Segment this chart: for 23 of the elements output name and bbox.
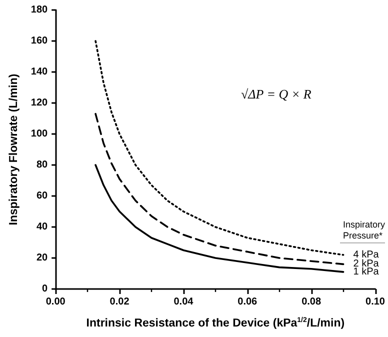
legend-title: Inspiratory Pressure*	[342, 219, 386, 240]
y-tick-label: 0	[42, 284, 48, 294]
y-tick-label: 20	[36, 252, 48, 264]
series-label: 4 kPa	[353, 249, 380, 260]
y-tick-label: 40	[36, 222, 48, 232]
y-tick-label: 80	[36, 160, 48, 170]
x-tick-label: 0.10	[366, 296, 386, 308]
y-tick-label: 60	[36, 190, 48, 202]
x-tick-label: 0.02	[110, 296, 130, 308]
x-tick-label: 0.00	[46, 296, 66, 308]
y-tick-label: 120	[30, 98, 48, 108]
y-tick-label: 100	[30, 128, 48, 140]
x-tick-label: 0.04	[174, 296, 194, 308]
x-tick-label: 0.08	[302, 296, 322, 308]
line-series	[94, 164, 344, 273]
line-series	[94, 40, 344, 256]
y-tick-label: 140	[30, 66, 48, 78]
y-axis-title: Inspiratory Flowrate (L/min)	[8, 74, 20, 226]
y-tick-label: 180	[30, 4, 48, 16]
annotation: √ΔP = Q × R	[241, 86, 312, 102]
line-series	[94, 112, 344, 266]
y-tick-label: 160	[30, 36, 48, 46]
x-tick-label: 0.06	[238, 296, 258, 308]
